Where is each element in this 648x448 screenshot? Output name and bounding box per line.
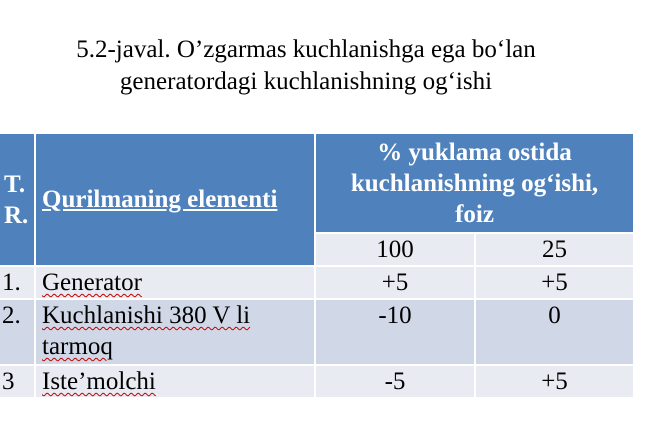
row-value-25: +5 bbox=[474, 364, 635, 399]
row-number: 3 bbox=[0, 364, 36, 399]
table-row: 1. Generator +5 +5 bbox=[0, 265, 635, 300]
row-value-25: +5 bbox=[474, 265, 635, 300]
row-number: 1. bbox=[0, 265, 36, 300]
table-row: 2. Kuchlanishi 380 V li tarmoq -10 0 bbox=[0, 298, 635, 366]
table-row: 3 Iste’molchi -5 +5 bbox=[0, 364, 635, 399]
header-deviation-percent: % yuklama ostida kuchlanishning og‘ishi,… bbox=[314, 132, 635, 234]
row-number: 2. bbox=[0, 298, 36, 366]
voltage-deviation-table: T. R. Qurilmaning elementi % yuklama ost… bbox=[0, 132, 635, 399]
row-element: Generator bbox=[34, 265, 316, 300]
row-value-100: -10 bbox=[314, 298, 476, 366]
row-element: Iste’molchi bbox=[34, 364, 316, 399]
header-element: Qurilmaning elementi bbox=[34, 132, 316, 267]
title-line-2: generatordagi kuchlanishning og‘ishi bbox=[119, 68, 493, 95]
row-value-100: -5 bbox=[314, 364, 476, 399]
row-value-100: +5 bbox=[314, 265, 476, 300]
title-line-1: 5.2-javal. O’zgarmas kuchlanishga ega bo… bbox=[76, 36, 536, 63]
row-element: Kuchlanishi 380 V li tarmoq bbox=[34, 298, 316, 366]
header-load-100: 100 bbox=[314, 232, 476, 267]
page-title: 5.2-javal. O’zgarmas kuchlanishga ega bo… bbox=[0, 34, 612, 98]
header-load-25: 25 bbox=[474, 232, 635, 267]
header-row-number: T. R. bbox=[0, 132, 36, 267]
row-value-25: 0 bbox=[474, 298, 635, 366]
